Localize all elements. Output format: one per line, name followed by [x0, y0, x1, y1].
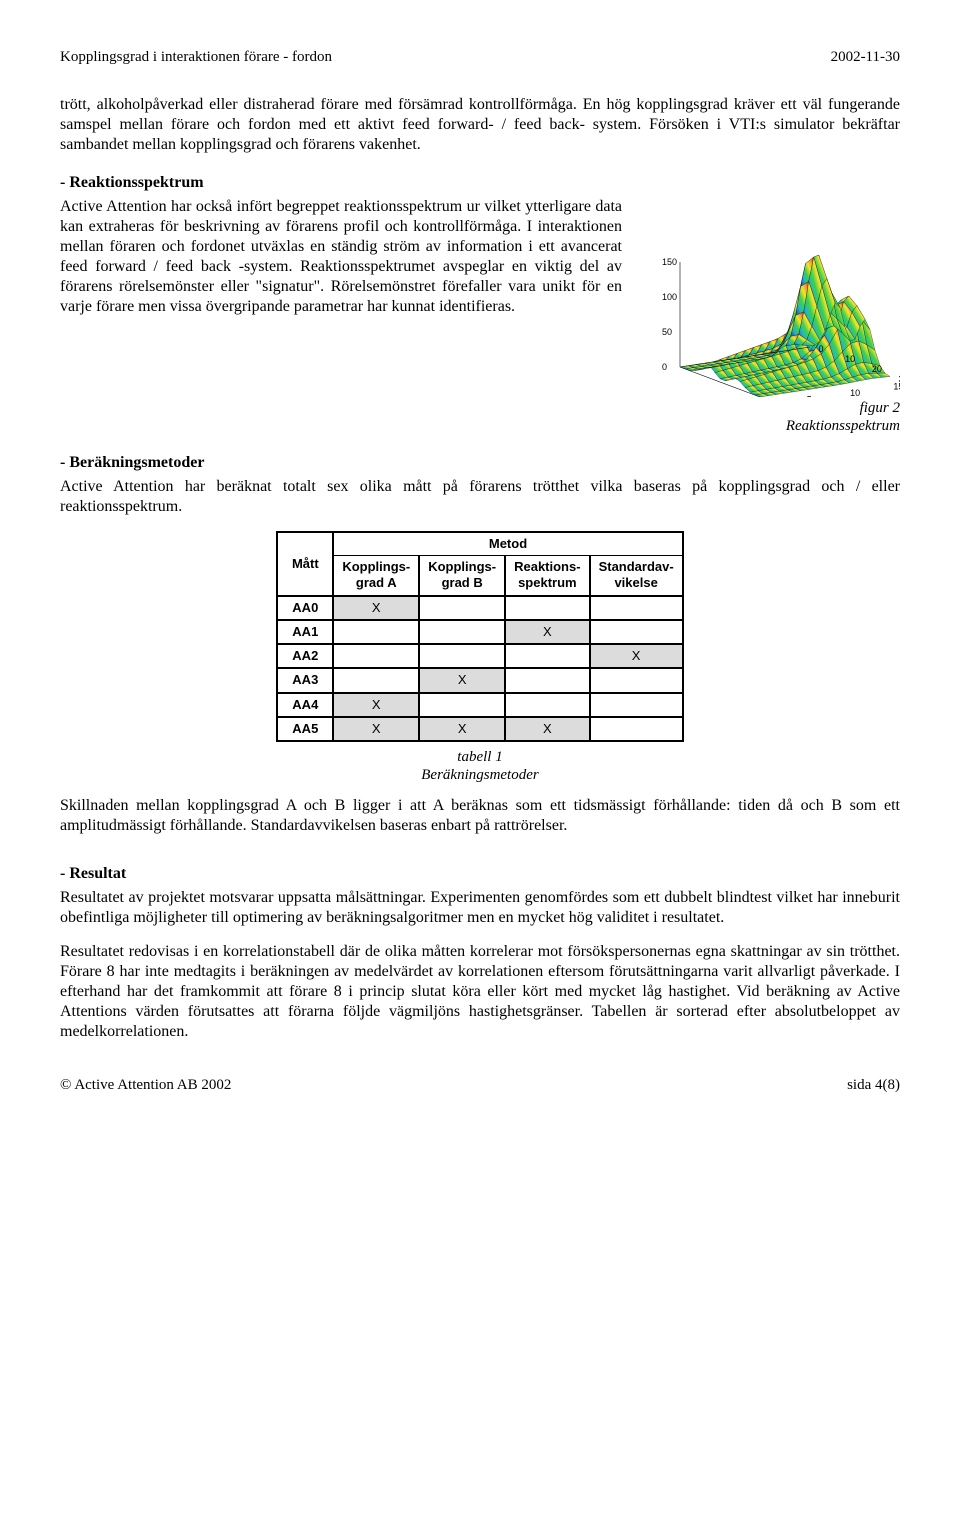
cell — [505, 644, 589, 668]
header-right: 2002-11-30 — [831, 48, 900, 67]
header-left: Kopplingsgrad i interaktionen förare - f… — [60, 48, 332, 67]
resultat-paragraph-1: Resultatet av projektet motsvarar uppsat… — [60, 888, 900, 928]
reaktionsspektrum-block: Active Attention har också infört begrep… — [60, 197, 900, 435]
cell: X — [333, 596, 419, 620]
cell-matt: AA5 — [277, 717, 333, 741]
methods-table: MåttMetodKopplings-grad AKopplings-grad … — [276, 531, 683, 742]
page-header: Kopplingsgrad i interaktionen förare - f… — [60, 48, 900, 67]
cell-matt: AA3 — [277, 668, 333, 692]
cell: X — [419, 668, 505, 692]
methods-table-wrap: MåttMetodKopplings-grad AKopplings-grad … — [60, 531, 900, 742]
table-row: AA2 X — [277, 644, 682, 668]
heading-reaktionsspektrum: - Reaktionsspektrum — [60, 173, 900, 193]
table-row: AA3 X — [277, 668, 682, 692]
cell-matt: AA4 — [277, 693, 333, 717]
th-col-2: Reaktions-spektrum — [505, 556, 589, 596]
svg-text:50: 50 — [662, 327, 672, 337]
table-row: AA0X — [277, 596, 682, 620]
reaktionsspektrum-paragraph: Active Attention har också infört begrep… — [60, 197, 622, 317]
cell — [590, 693, 683, 717]
intro-paragraph: trött, alkoholpåverkad eller distraherad… — [60, 95, 900, 155]
cell: X — [505, 717, 589, 741]
th-matt: Mått — [277, 532, 333, 596]
footer-left: © Active Attention AB 2002 — [60, 1076, 231, 1095]
svg-text:0: 0 — [662, 362, 667, 372]
table-row: AA1 X — [277, 620, 682, 644]
cell: X — [333, 717, 419, 741]
cell — [333, 668, 419, 692]
cell — [590, 717, 683, 741]
table-1-caption: tabell 1 Beräkningsmetoder — [60, 748, 900, 784]
cell — [419, 596, 505, 620]
th-col-0: Kopplings-grad A — [333, 556, 419, 596]
cell-matt: AA1 — [277, 620, 333, 644]
svg-text:10: 10 — [845, 354, 855, 364]
cell: X — [505, 620, 589, 644]
cell — [505, 596, 589, 620]
cell — [333, 620, 419, 644]
th-metod: Metod — [333, 532, 682, 556]
resultat-paragraph-2: Resultatet redovisas i en korrelationsta… — [60, 942, 900, 1042]
figure-2: 1501005000510150102030 figur 2 Reaktions… — [640, 197, 900, 435]
skillnad-paragraph: Skillnaden mellan kopplingsgrad A och B … — [60, 796, 900, 836]
cell-matt: AA0 — [277, 596, 333, 620]
cell — [505, 693, 589, 717]
svg-text:150: 150 — [662, 257, 677, 267]
svg-text:5: 5 — [807, 394, 812, 396]
table-row: AA5XXX — [277, 717, 682, 741]
cell — [333, 644, 419, 668]
berakningsmetoder-intro: Active Attention har beräknat totalt sex… — [60, 477, 900, 517]
svg-text:100: 100 — [662, 292, 677, 302]
page-footer: © Active Attention AB 2002 sida 4(8) — [60, 1076, 900, 1095]
svg-text:30: 30 — [899, 374, 901, 384]
th-col-1: Kopplings-grad B — [419, 556, 505, 596]
cell — [419, 644, 505, 668]
cell: X — [419, 717, 505, 741]
cell — [590, 596, 683, 620]
figure-2-plot: 1501005000510150102030 — [640, 197, 900, 397]
heading-resultat: - Resultat — [60, 864, 900, 884]
cell: X — [333, 693, 419, 717]
cell — [419, 693, 505, 717]
cell — [590, 620, 683, 644]
th-col-3: Standardav-vikelse — [590, 556, 683, 596]
cell: X — [590, 644, 683, 668]
cell — [419, 620, 505, 644]
svg-text:20: 20 — [872, 364, 882, 374]
svg-text:0: 0 — [819, 344, 824, 354]
cell-matt: AA2 — [277, 644, 333, 668]
cell — [590, 668, 683, 692]
heading-berakningsmetoder: - Beräkningsmetoder — [60, 453, 900, 473]
svg-text:10: 10 — [850, 388, 860, 397]
figure-2-caption: figur 2 Reaktionsspektrum — [640, 399, 900, 435]
footer-right: sida 4(8) — [847, 1076, 900, 1095]
cell — [505, 668, 589, 692]
table-row: AA4X — [277, 693, 682, 717]
